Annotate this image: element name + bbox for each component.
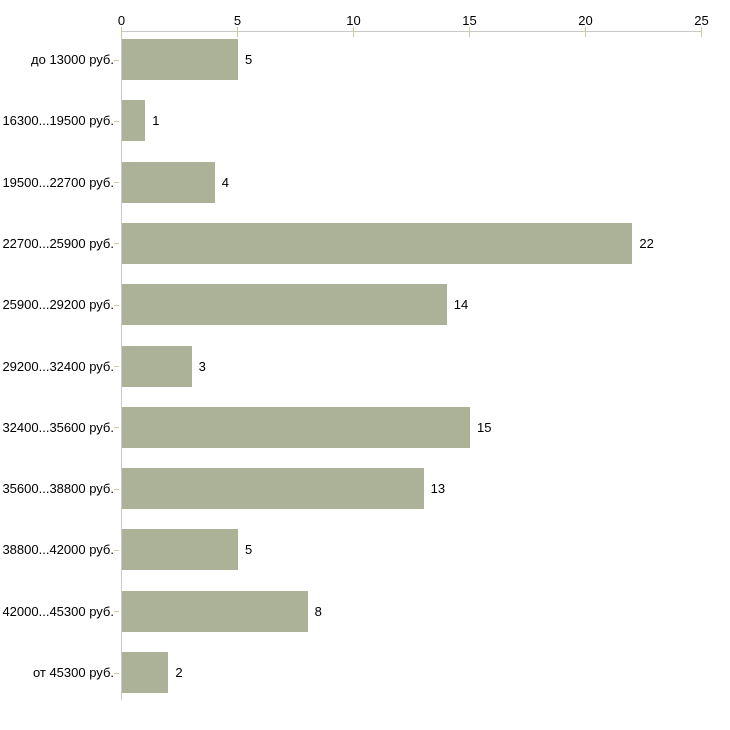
bar [122, 468, 424, 510]
category-label: от 45300 руб. [32, 665, 114, 680]
category-tick [114, 182, 119, 184]
category-label: 22700...25900 руб. [2, 235, 114, 251]
bar [122, 590, 308, 632]
bar-row: 32400...35600 руб. 15 [0, 399, 730, 460]
bar-value-label: 13 [430, 481, 446, 497]
bar-row: 42000...45300 руб. 8 [0, 583, 730, 644]
bar-row: до 13000 руб. 5 [0, 31, 730, 92]
category-tick [114, 611, 119, 613]
category-label: 25900...29200 руб. [2, 297, 114, 313]
bar [122, 529, 238, 571]
category-tick [114, 120, 119, 122]
category-tick [114, 427, 119, 429]
category-label: 35600...38800 руб. [2, 481, 114, 497]
category-label: 42000...45300 руб. [2, 603, 114, 619]
x-axis-tick [353, 27, 354, 37]
category-tick [114, 549, 119, 551]
bar-row: 16300...19500 руб. 1 [0, 92, 730, 153]
bar-value-label: 3 [198, 358, 206, 374]
bar-row: 35600...38800 руб. 13 [0, 460, 730, 521]
bar [122, 39, 238, 80]
bar-value-label: 22 [639, 235, 654, 251]
x-axis-tick [701, 27, 702, 37]
category-tick [114, 59, 119, 61]
category-label: 32400...35600 руб. [2, 419, 114, 435]
bar-value-label: 4 [221, 174, 230, 190]
category-label: 29200...32400 руб. [2, 358, 114, 374]
category-tick [114, 304, 119, 306]
bar [122, 652, 169, 693]
bar-row: 19500...22700 руб. 4 [0, 154, 730, 215]
bar [122, 284, 447, 326]
bar-value-label: 2 [175, 665, 183, 680]
bar [122, 100, 146, 142]
bar-value-label: 5 [245, 542, 253, 558]
bar-value-label: 8 [314, 603, 322, 619]
category-label: 19500...22700 руб. [2, 174, 114, 190]
category-tick [114, 243, 119, 245]
x-axis-tick [585, 27, 586, 37]
x-axis-tick-label: 5 [233, 13, 242, 28]
x-axis-tick-label: 20 [578, 13, 593, 28]
x-axis-tick [121, 27, 122, 37]
category-tick [114, 488, 119, 490]
bar [122, 222, 633, 264]
bar-row: 38800...42000 руб. 5 [0, 521, 730, 582]
x-axis-line [121, 31, 702, 32]
bar-value-label: 1 [152, 113, 160, 129]
x-axis-tick-label: 25 [694, 13, 709, 28]
x-axis-tick-label: 10 [346, 13, 361, 28]
bar [122, 406, 470, 448]
category-label: 38800...42000 руб. [2, 542, 114, 558]
y-axis-line [121, 31, 122, 700]
category-tick [114, 366, 119, 367]
bar [122, 345, 192, 387]
bar-value-label: 15 [477, 419, 492, 435]
bar-row: 22700...25900 руб. 22 [0, 215, 730, 276]
category-label: до 13000 руб. [31, 52, 114, 67]
category-label: 16300...19500 руб. [2, 113, 114, 129]
bar-row: 29200...32400 руб. 3 [0, 338, 730, 399]
x-axis-tick [237, 27, 238, 37]
bar-row: 25900...29200 руб. 14 [0, 276, 730, 337]
bar-value-label: 5 [245, 52, 253, 67]
bar [122, 161, 215, 203]
x-axis-tick-label: 15 [462, 13, 477, 28]
bar-row: от 45300 руб. 2 [0, 644, 730, 705]
x-axis-tick-label: 0 [117, 13, 126, 28]
category-tick [114, 672, 119, 674]
bar-value-label: 14 [453, 297, 469, 313]
x-axis-tick [469, 27, 470, 37]
